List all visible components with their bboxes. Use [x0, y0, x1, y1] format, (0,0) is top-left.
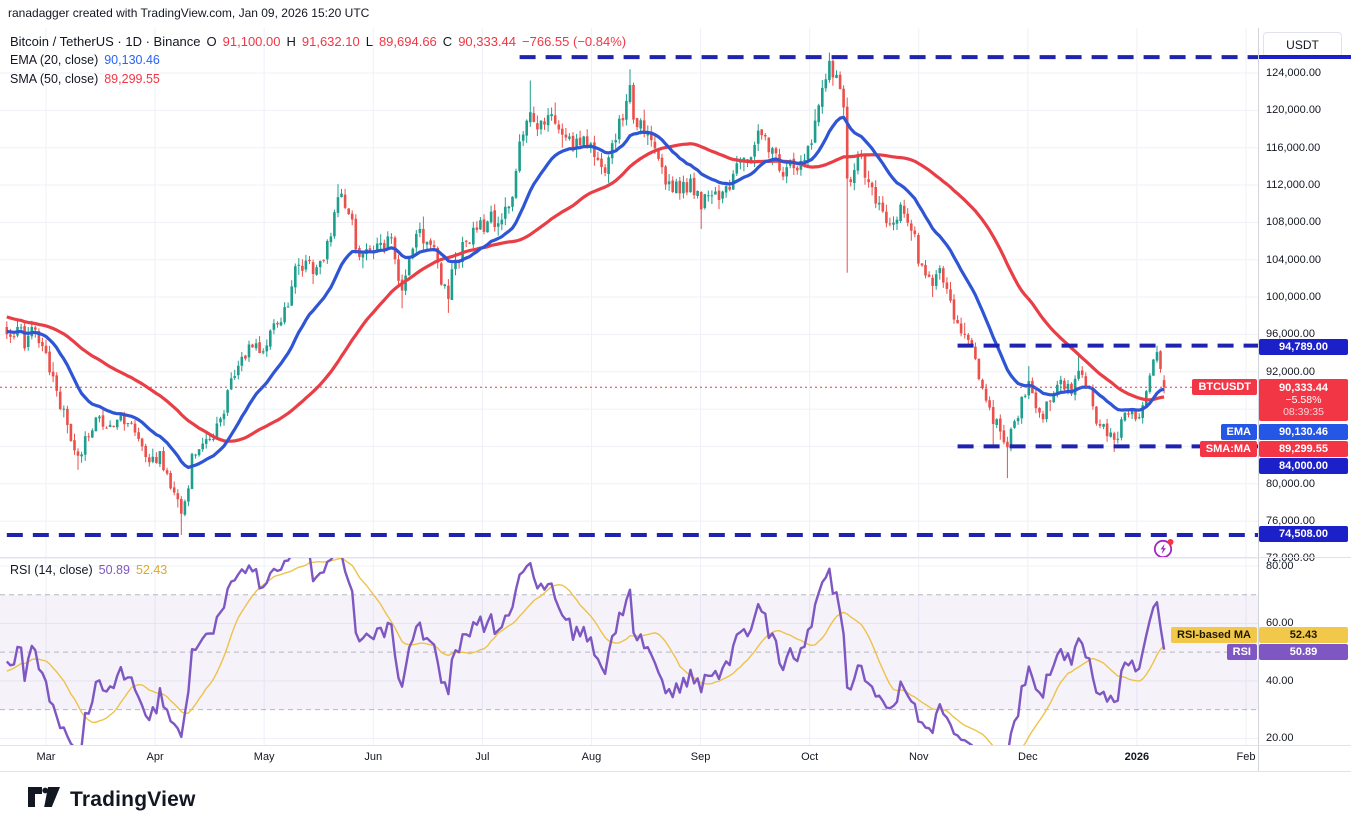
chart-legend[interactable]: Bitcoin / TetherUS · 1D · Binance O 91,10… — [10, 33, 626, 90]
ema-name-badge[interactable]: EMA — [1220, 424, 1257, 440]
last-price-badge[interactable]: 90,333.44 −5.58% 08:39:35 — [1259, 379, 1348, 421]
legend-sma-row[interactable]: SMA (50, close) 89,299.55 — [10, 71, 626, 88]
axis-divider — [1258, 28, 1259, 771]
tradingview-logo[interactable]: TradingView — [27, 785, 196, 814]
time-axis-month-label: Mar — [36, 751, 56, 763]
price-tick-label: 76,000.00 — [1266, 515, 1315, 528]
ohlc-open-value: 91,100.00 — [222, 34, 281, 49]
bottom-divider — [0, 771, 1351, 772]
bar-close-countdown: 08:39:35 — [1283, 406, 1324, 418]
rsi-value: 50.89 — [98, 563, 130, 577]
price-tick-label: 108,000.00 — [1266, 216, 1322, 229]
ema-indicator-value: 90,130.46 — [104, 53, 160, 67]
rsi-ma-name-badge[interactable]: RSI-based MA — [1171, 627, 1257, 643]
ema-indicator-label: EMA (20, close) — [10, 53, 99, 67]
time-axis-month-label: 2026 — [1124, 751, 1150, 763]
ohlc-close-label: C — [442, 34, 453, 49]
sma-name-badge[interactable]: SMA:MA — [1199, 441, 1257, 457]
price-tick-label: 100,000.00 — [1266, 291, 1322, 304]
time-axis-month-label: May — [253, 751, 275, 763]
pane-divider[interactable] — [0, 557, 1351, 558]
symbol-title: Bitcoin / TetherUS · 1D · Binance — [10, 34, 201, 49]
ohlc-close-value: 90,333.44 — [458, 34, 517, 49]
ohlc-open-label: O — [206, 34, 217, 49]
price-tick-label: 124,000.00 — [1266, 67, 1322, 79]
time-axis-month-label: Apr — [146, 751, 164, 763]
ohlc-low-label: L — [365, 34, 373, 49]
price-tick-label: 92,000.00 — [1266, 365, 1315, 378]
sma-indicator-value: 89,299.55 — [104, 72, 160, 86]
currency-unit-button[interactable]: USDT — [1263, 32, 1342, 57]
symbol-name-badge[interactable]: BTCUSDT — [1192, 379, 1257, 395]
sma-indicator-label: SMA (50, close) — [10, 72, 99, 86]
time-axis-divider — [0, 745, 1351, 746]
bar-change-value: −766.55 (−0.84%) — [522, 34, 627, 49]
price-tick-label: 120,000.00 — [1266, 104, 1322, 117]
watermark-text: ranadagger created with TradingView.com,… — [8, 6, 370, 20]
legend-ema-row[interactable]: EMA (20, close) 90,130.46 — [10, 52, 626, 69]
level-94789-price-badge[interactable]: 94,789.00 — [1259, 339, 1348, 355]
tradingview-wordmark: TradingView — [70, 787, 196, 811]
last-price-value: 90,333.44 — [1279, 382, 1328, 394]
time-axis-month-label: Feb — [1236, 751, 1256, 763]
legend-symbol-row[interactable]: Bitcoin / TetherUS · 1D · Binance O 91,10… — [10, 33, 626, 50]
rsi-tick-label: 80.00 — [1266, 560, 1294, 572]
rsi-ma-value-badge[interactable]: 52.43 — [1259, 627, 1348, 643]
level-74508-price-badge[interactable]: 74,508.00 — [1259, 526, 1348, 542]
ema-price-badge[interactable]: 90,130.46 — [1259, 424, 1348, 440]
upper-level-line-badge[interactable] — [1258, 55, 1351, 59]
rsi-legend-row[interactable]: RSI (14, close) 50.89 52.43 — [10, 562, 167, 579]
time-axis-month-label: Dec — [1018, 751, 1038, 763]
rsi-tick-label: 20.00 — [1266, 732, 1294, 745]
rsi-name-badge[interactable]: RSI — [1226, 644, 1257, 660]
level-84000-price-badge[interactable]: 84,000.00 — [1259, 458, 1348, 474]
time-axis-month-label: Nov — [908, 751, 929, 763]
price-tick-label: 116,000.00 — [1266, 141, 1321, 154]
rsi-indicator-label: RSI (14, close) — [10, 563, 93, 577]
time-axis-month-label: Sep — [690, 751, 711, 763]
time-axis-month-label: Jun — [364, 751, 383, 763]
rsi-ma-value: 52.43 — [135, 563, 168, 577]
time-axis-month-label: Aug — [581, 751, 602, 763]
last-price-percent: −5.58% — [1285, 394, 1322, 406]
rsi-value-badge[interactable]: 50.89 — [1259, 644, 1348, 660]
ohlc-high-value: 91,632.10 — [301, 34, 360, 49]
rsi-tick-label: 40.00 — [1266, 674, 1294, 687]
tradingview-logo-icon — [27, 785, 61, 814]
time-axis-month-label: Jul — [475, 751, 490, 763]
price-tick-label: 104,000.00 — [1266, 253, 1322, 266]
sma-price-badge[interactable]: 89,299.55 — [1259, 441, 1348, 457]
time-axis-month-label: Oct — [801, 751, 819, 763]
price-tick-label: 96,000.00 — [1266, 328, 1315, 341]
price-tick-label: 112,000.00 — [1266, 179, 1321, 192]
ohlc-high-label: H — [286, 34, 296, 49]
rsi-tick-label: 60.00 — [1266, 617, 1294, 630]
ohlc-low-value: 89,694.66 — [378, 34, 437, 49]
price-tick-label: 80,000.00 — [1266, 477, 1315, 490]
price-tick-label: 72,000.00 — [1266, 552, 1315, 565]
